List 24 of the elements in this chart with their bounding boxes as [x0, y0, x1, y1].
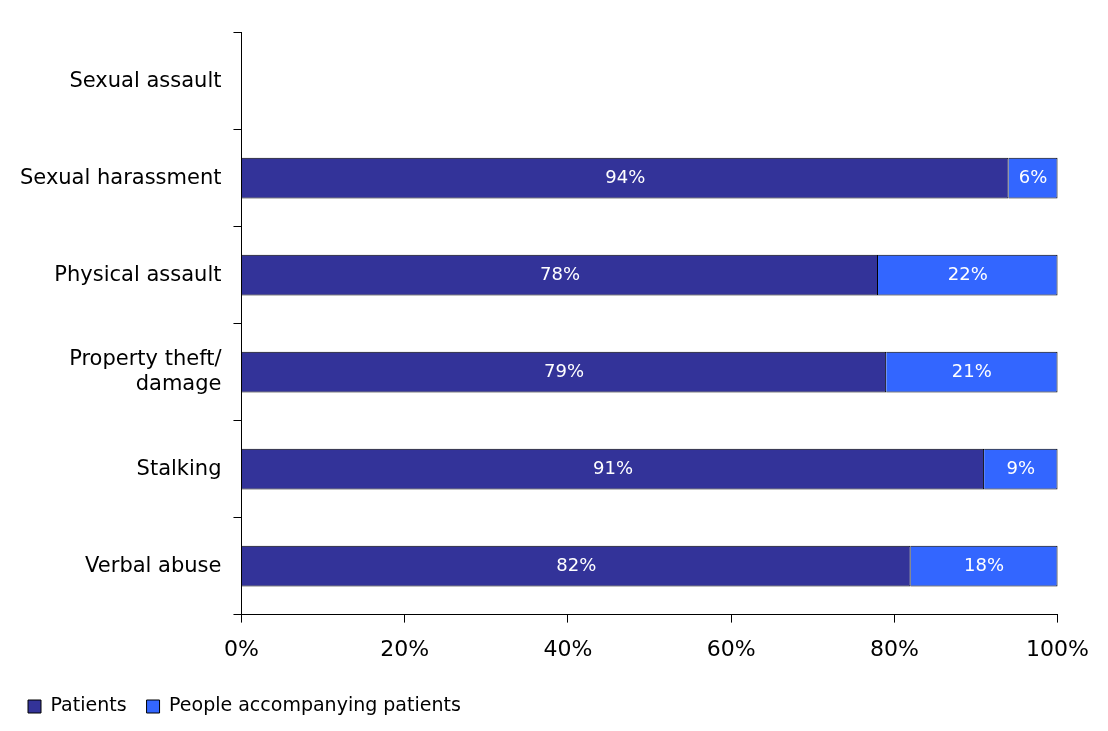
y-tick-label: Verbal abuse	[85, 552, 222, 577]
y-tick-label: Stalking	[136, 455, 222, 480]
y-tick-label: Sexual harassment	[19, 164, 222, 189]
y-tick-label: Property theft/ damage	[69, 345, 223, 396]
data-label: 91%	[593, 456, 634, 478]
data-label: 78%	[539, 262, 581, 284]
x-tick-label: 20%	[380, 635, 430, 661]
legend-label: Patients	[50, 693, 127, 716]
x-tick-label: 100%	[1026, 635, 1090, 661]
data-label: 82%	[556, 553, 597, 575]
data-label: 94%	[605, 165, 646, 187]
legend-label: People accompanying patients	[169, 693, 461, 716]
y-tick-label: Sexual assault	[69, 67, 222, 92]
y-tick-label: Physical assault	[54, 261, 222, 286]
data-label: 79%	[544, 359, 585, 381]
x-tick-label: 80%	[869, 635, 919, 661]
x-tick-label: 40%	[543, 635, 593, 661]
data-label: 22%	[947, 262, 988, 284]
x-tick-label: 60%	[706, 635, 756, 661]
data-label: 9%	[1006, 456, 1036, 478]
data-label: 6%	[1018, 165, 1048, 187]
data-label: 21%	[951, 359, 992, 381]
x-tick-label: 0%	[224, 635, 259, 661]
data-label: 18%	[964, 553, 1005, 575]
